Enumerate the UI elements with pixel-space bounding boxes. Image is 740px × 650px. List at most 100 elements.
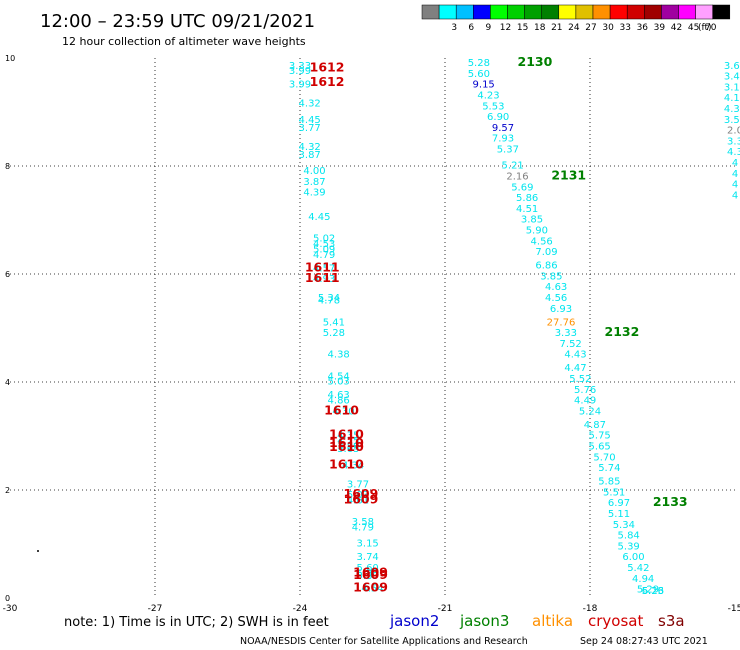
data-label: 6.97: [608, 498, 630, 509]
scale-tick-label: 18: [534, 23, 546, 33]
scale-swatch: [661, 4, 679, 20]
scale-tick-label: 36: [637, 23, 649, 33]
data-label: 4.18: [724, 93, 740, 104]
data-label: 5.53: [482, 101, 504, 112]
data-label: 5.60: [357, 563, 379, 574]
x-tick-label: -21: [438, 604, 453, 614]
data-label: 4.45: [308, 212, 330, 223]
pass-number-label: 1611: [305, 270, 340, 285]
data-label: 3.63: [724, 61, 740, 72]
data-label: 5.60: [468, 69, 490, 80]
data-label: 5.70: [593, 452, 615, 463]
data-label: 4: [732, 190, 738, 201]
x-tick-label: -30: [3, 604, 18, 614]
data-label: 7.52: [560, 339, 582, 350]
data-label: 5.34: [613, 520, 635, 531]
data-label: 5.28: [323, 328, 345, 339]
data-label: 5.03: [328, 377, 350, 388]
data-label: 2.16: [506, 172, 528, 183]
data-label: 3.33: [555, 328, 577, 339]
data-label: 5.39: [357, 571, 379, 582]
pass-number-label: 1609: [353, 567, 388, 582]
data-label: 5.29: [637, 585, 659, 596]
data-points: 3.333.993.994.324.453.774.323.874.003.87…: [289, 58, 740, 597]
chart-subtitle: 12 hour collection of altimeter wave hei…: [62, 35, 306, 48]
data-label: 3.99: [289, 66, 311, 77]
data-label: 4.34: [342, 460, 364, 471]
data-label: 4.3: [727, 147, 740, 158]
data-label: 5.69: [511, 182, 533, 193]
data-label: 4.87: [584, 420, 606, 431]
data-label: 3.85: [540, 271, 562, 282]
data-label: 4: [732, 169, 738, 180]
data-label: 5.09: [313, 244, 335, 255]
data-label: 3.99: [289, 80, 311, 91]
data-label: 6.86: [535, 261, 557, 272]
satellite-legend-entry: altika: [532, 612, 573, 630]
data-label: 4.35: [337, 431, 359, 442]
scale-tick-label: 9: [486, 23, 492, 33]
data-label: 9.57: [492, 123, 514, 134]
data-label: 27.76: [547, 317, 576, 328]
data-label: 3.33: [289, 61, 311, 72]
data-label: 4.78: [318, 296, 340, 307]
data-label: 4.86: [328, 396, 350, 407]
data-label: 4.51: [516, 204, 538, 215]
data-label: 3.87: [299, 150, 321, 161]
pass-number-label: 2133: [653, 494, 688, 509]
pass-labels: 1612161216111611161016101610161016101609…: [305, 54, 688, 594]
scale-swatch: [541, 4, 560, 20]
data-label: 3.58: [352, 517, 374, 528]
data-label: 3.52: [724, 115, 740, 126]
data-label: 4.79: [352, 523, 374, 534]
scale-swatch: [575, 4, 594, 20]
scale-tick-label: 27: [585, 23, 596, 33]
scale-swatch: [558, 4, 577, 20]
pass-number-label: 1612: [310, 74, 345, 89]
scale-swatch: [524, 4, 542, 20]
pass-number-label: 1609: [353, 580, 388, 595]
y-tick-label: 10: [5, 54, 15, 63]
scale-swatch: [490, 4, 508, 20]
data-label: 5.21: [502, 161, 524, 172]
grid-lines: [10, 58, 735, 598]
satellite-legend: jason2 jason3 altika cryosat s3a: [389, 612, 685, 630]
data-label: 5.37: [497, 145, 519, 156]
data-label: 4.63: [328, 390, 350, 401]
data-label: 4.93: [313, 274, 335, 285]
data-label: 6.90: [487, 112, 509, 123]
data-label: 5.84: [618, 531, 640, 542]
data-label: 6.93: [550, 304, 572, 315]
pass-number-label: 1609: [344, 492, 379, 507]
pass-number-label: 2132: [605, 324, 640, 339]
y-tick-label: 0: [5, 594, 10, 603]
scale-tick-label: 3: [451, 23, 457, 33]
data-label: 7.93: [492, 134, 514, 145]
color-scale-legend: 3 6 9 12 15 18 21 24 27 30 33 36 39 42 45 70: [421, 4, 731, 33]
satellite-legend-entry: jason2: [389, 612, 439, 630]
scale-tick-label: 15: [517, 23, 528, 33]
data-label: 3.74: [357, 552, 379, 563]
data-label: 4.38: [328, 350, 350, 361]
scale-swatch: [438, 4, 457, 20]
satellite-legend-entry: jason3: [459, 612, 509, 630]
data-label: 3.89: [337, 442, 359, 453]
pass-number-label: 1610: [329, 435, 364, 450]
data-label: 5.11: [608, 509, 630, 520]
data-label: 4.32: [299, 142, 321, 153]
data-label: 5.51: [603, 487, 625, 498]
scale-swatch: [644, 4, 662, 20]
scale-tick-label: 70: [705, 23, 717, 33]
data-label: 4.35: [724, 104, 740, 115]
data-label: 5.90: [526, 226, 548, 237]
data-label: 4.79: [313, 250, 335, 261]
y-tick-label: 6: [5, 270, 10, 279]
data-label: 9.15: [473, 80, 495, 91]
data-label: 3.49: [724, 72, 740, 83]
axes: -30 -27 -24 -21 -18 -15 0 2 4 6 8 10: [3, 54, 740, 614]
data-label: 4.30: [332, 406, 354, 417]
scale-unit-label: (ft): [698, 23, 712, 33]
data-label: 5.85: [598, 477, 620, 488]
data-label: 3.65: [337, 444, 359, 455]
scale-swatch: [678, 4, 696, 20]
